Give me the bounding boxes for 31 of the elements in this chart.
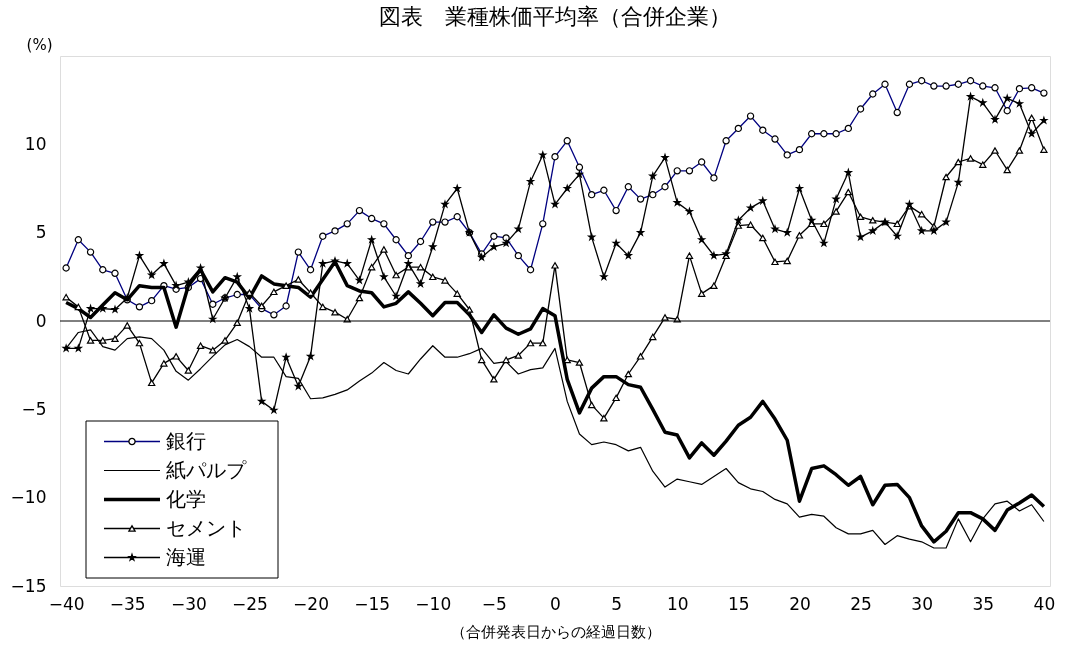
y-tick-label: −15 (10, 575, 47, 596)
legend-label: セメント (166, 515, 246, 540)
x-tick-label: −15 (354, 593, 391, 614)
x-tick-label: −35 (109, 593, 146, 614)
x-tick-label: 40 (1033, 593, 1056, 614)
legend-label: 紙パルプ (166, 457, 247, 482)
legend-label: 銀行 (166, 428, 206, 453)
legend-label: 化学 (166, 486, 206, 511)
y-tick-label: 0 (35, 310, 47, 331)
x-tick-label: −5 (481, 593, 507, 614)
x-tick-label: −40 (48, 593, 85, 614)
x-tick-label: 25 (850, 593, 872, 614)
legend-label: 海運 (166, 544, 206, 569)
y-tick-label: −10 (10, 487, 47, 508)
y-axis-title: (%) (26, 35, 53, 54)
y-tick-label: 10 (24, 133, 47, 154)
x-tick-label: 30 (911, 593, 933, 614)
x-tick-label: 15 (728, 593, 750, 614)
x-tick-label: −20 (293, 593, 329, 614)
x-tick-label: 10 (666, 593, 689, 614)
x-tick-label: 0 (550, 593, 561, 614)
x-axis-title: （合併発表日からの経過日数） (450, 622, 661, 641)
y-tick-label: 5 (35, 222, 47, 243)
y-tick-label: −5 (21, 398, 47, 419)
x-tick-label: 5 (611, 593, 623, 614)
x-tick-label: −25 (232, 593, 268, 614)
x-tick-label: −30 (170, 593, 207, 614)
chart-title: 図表 業種株価平均率（合併企業） (379, 4, 731, 29)
x-tick-label: 35 (972, 593, 995, 614)
x-tick-label: 20 (789, 593, 811, 614)
x-tick-label: −10 (415, 593, 452, 614)
